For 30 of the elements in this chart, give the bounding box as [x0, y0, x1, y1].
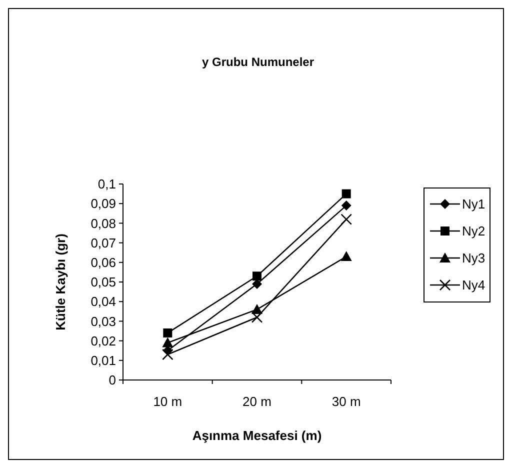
point [342, 189, 351, 198]
y-tick-label: 0,1 [98, 176, 116, 192]
y-tick-label: 0,05 [90, 274, 116, 290]
point [341, 200, 352, 211]
legend-label: Ny1 [462, 196, 486, 212]
legend-label: Ny3 [462, 250, 486, 266]
point [252, 272, 262, 281]
y-tick-label: 0,07 [90, 235, 116, 250]
x-tick-label: 30 m [332, 394, 361, 409]
y-tick-label: 0,09 [90, 196, 116, 212]
y-tick-label: 0,04 [90, 294, 116, 310]
y-tick-label: 0,03 [90, 314, 116, 329]
x-tick-label: 10 m [153, 394, 182, 409]
y-tick-label: 0,06 [90, 254, 116, 270]
point [340, 251, 352, 262]
x-axis-title: Aşınma Mesafesi (m) [192, 428, 322, 443]
legend-label: Ny4 [462, 278, 486, 293]
y-axis-title: Kütle Kaybı (gr) [53, 234, 68, 330]
y-tick-label: 0,08 [90, 216, 116, 231]
legend-label: Ny2 [462, 224, 486, 239]
point [162, 337, 174, 348]
y-tick-label: 0,02 [90, 333, 116, 348]
chart-title: y Grubu Numuneler [202, 55, 314, 69]
x-tick-label: 20 m [242, 394, 272, 409]
point [162, 348, 174, 360]
y-tick-label: 0 [108, 372, 116, 388]
point [251, 312, 263, 323]
point [163, 328, 172, 338]
point [340, 214, 352, 225]
y-tick-label: 0,01 [90, 352, 116, 368]
